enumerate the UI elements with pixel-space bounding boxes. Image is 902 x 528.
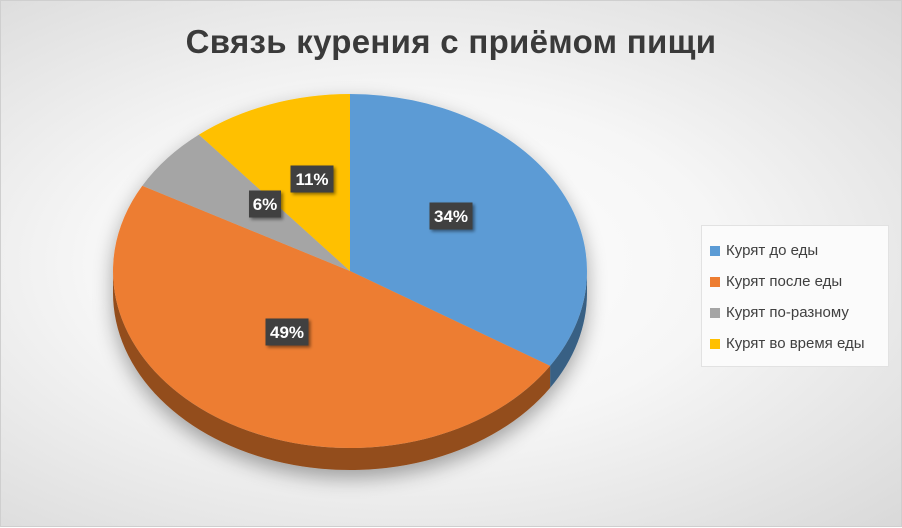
- data-label-mixed: 6%: [249, 190, 281, 218]
- legend-item-after-meal: Курят после еды: [710, 266, 888, 297]
- data-label-before-meal: 34%: [429, 202, 473, 230]
- data-label-text: 6%: [253, 195, 278, 214]
- pie-body: [113, 94, 587, 470]
- legend-swatch: [710, 276, 720, 287]
- legend-item-mixed: Курят по-разному: [710, 297, 888, 328]
- chart-title: Связь курения с приёмом пищи: [185, 23, 717, 60]
- pie-slice-mixed: [142, 134, 350, 271]
- data-label-box: [429, 202, 473, 230]
- legend-swatch: [710, 245, 720, 256]
- data-label-after-meal: 49%: [265, 318, 309, 346]
- data-label-text: 34%: [434, 207, 468, 226]
- data-labels: 34% 49% 6% 11%: [249, 165, 473, 346]
- legend-label: Курят по-разному: [726, 304, 849, 321]
- legend: Курят до еды Курят после еды Курят по-разн…: [701, 225, 889, 367]
- pie-slice-before-meal: [350, 94, 587, 366]
- data-label-during-meal: 11%: [290, 165, 334, 193]
- pie-slice-after-meal: [113, 185, 551, 448]
- pie-side-after-meal: [113, 271, 551, 470]
- legend-label: Курят до еды: [726, 242, 819, 259]
- data-label-box: [249, 190, 281, 218]
- data-label-text: 11%: [295, 170, 328, 189]
- legend-item-during-meal: Курят во время еды: [710, 328, 888, 359]
- legend-swatch: [710, 307, 720, 318]
- pie-slice-during-meal: [198, 94, 350, 271]
- data-label-text: 49%: [270, 323, 304, 342]
- data-label-box: [290, 165, 334, 193]
- legend-label: Курят после еды: [726, 273, 843, 290]
- legend-swatch: [710, 338, 720, 349]
- pie-side-before-meal: [550, 271, 587, 388]
- legend-label: Курят во время еды: [726, 335, 865, 352]
- legend-item-before-meal: Курят до еды: [710, 235, 888, 266]
- legend-list: Курят до еды Курят после еды Курят по-разн…: [710, 235, 888, 359]
- data-label-box: [265, 318, 309, 346]
